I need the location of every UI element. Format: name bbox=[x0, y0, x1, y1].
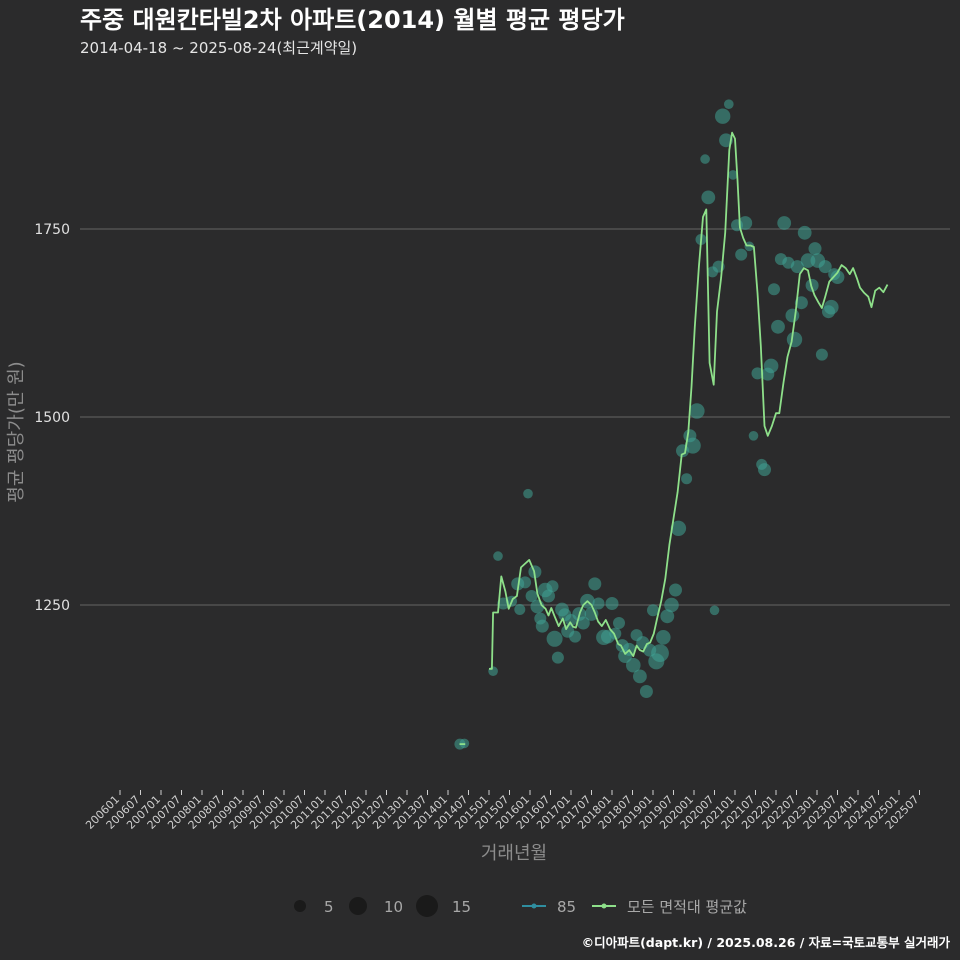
data-point-85-43 bbox=[639, 685, 653, 698]
legend-series-85-dot bbox=[531, 903, 537, 909]
data-point-85-33 bbox=[605, 597, 619, 610]
average-line-layer bbox=[459, 131, 889, 745]
data-point-85-97 bbox=[830, 270, 845, 284]
y-tick-label-1750: 1750 bbox=[34, 222, 70, 238]
data-point-85-50 bbox=[664, 597, 679, 613]
data-point-85-17 bbox=[546, 580, 559, 593]
data-point-85-28 bbox=[584, 607, 599, 621]
data-point-85-26 bbox=[576, 616, 590, 630]
average-line bbox=[489, 131, 889, 670]
data-point-85-86 bbox=[794, 296, 808, 310]
data-point-85-64 bbox=[715, 108, 731, 124]
data-point-85-85 bbox=[790, 260, 804, 274]
data-point-85-92 bbox=[815, 348, 828, 361]
data-point-85-81 bbox=[777, 216, 792, 230]
data-point-85-54 bbox=[681, 473, 693, 485]
data-point-85-69 bbox=[735, 248, 748, 261]
data-point-85-70 bbox=[738, 216, 753, 230]
legend-series-avg-dot bbox=[601, 903, 607, 909]
data-point-85-60 bbox=[701, 190, 716, 205]
data-point-85-72 bbox=[748, 431, 759, 441]
chart-title: 주중 대원칸타빌2차 아파트(2014) 월별 평균 평당가 bbox=[80, 6, 625, 34]
data-point-85-16 bbox=[542, 589, 555, 603]
legend-size-5-label: 5 bbox=[324, 898, 334, 916]
data-point-85-67 bbox=[728, 170, 738, 180]
legend-size-15-marker bbox=[416, 895, 438, 917]
chart-subtitle: 2014-04-18 ~ 2025-08-24(최근계약일) bbox=[80, 39, 357, 57]
data-point-85-39 bbox=[626, 657, 641, 673]
legend-series-avg-label: 모든 면적대 평균값 bbox=[627, 898, 747, 916]
data-point-85-47 bbox=[651, 644, 669, 662]
data-point-85-30 bbox=[592, 597, 605, 610]
x-axis-label: 거래년월 bbox=[481, 843, 547, 864]
data-point-85-41 bbox=[633, 669, 647, 684]
legend-size-10-marker bbox=[349, 897, 367, 915]
data-point-85-75 bbox=[758, 463, 771, 477]
data-point-85-2 bbox=[488, 666, 498, 676]
data-point-85-57 bbox=[689, 403, 705, 419]
data-point-85-24 bbox=[569, 630, 582, 643]
legend-size-5-marker bbox=[294, 900, 306, 912]
data-point-85-8 bbox=[519, 576, 532, 589]
data-point-85-84 bbox=[786, 331, 803, 348]
data-point-85-9 bbox=[523, 488, 533, 499]
legend-series-85-label: 85 bbox=[557, 898, 576, 916]
data-point-85-79 bbox=[771, 319, 785, 334]
data-point-85-62 bbox=[709, 605, 720, 616]
data-point-85-77 bbox=[763, 358, 779, 374]
data-point-85-3 bbox=[493, 551, 503, 561]
data-point-85-66 bbox=[724, 99, 734, 109]
data-point-85-56 bbox=[684, 437, 701, 454]
data-point-85-52 bbox=[670, 520, 687, 536]
legend-size-15-label: 15 bbox=[452, 898, 471, 916]
data-point-85-90 bbox=[808, 242, 822, 256]
data-point-85-78 bbox=[768, 283, 780, 296]
data-point-85-59 bbox=[700, 154, 710, 164]
data-point-85-7 bbox=[514, 604, 526, 615]
y-tick-label-1500: 1500 bbox=[34, 410, 70, 426]
data-point-85-73 bbox=[751, 367, 764, 380]
data-point-85-93 bbox=[818, 260, 832, 274]
data-point-85-18 bbox=[546, 630, 563, 647]
data-point-85-45 bbox=[647, 604, 659, 617]
data-point-85-19 bbox=[551, 651, 564, 664]
scatter-points-85 bbox=[454, 99, 845, 750]
y-axis-ticks: 1250 1500 1750 bbox=[34, 222, 70, 614]
data-point-85-89 bbox=[805, 278, 819, 292]
y-axis-label: 평균 평당가(만 원) bbox=[6, 361, 27, 502]
footer-credit: ©디아파트(dapt.kr) / 2025.08.26 / 자료=국토교통부 실… bbox=[582, 935, 951, 950]
data-point-85-87 bbox=[797, 225, 812, 240]
legend-size-10-label: 10 bbox=[384, 898, 403, 916]
data-point-85-35 bbox=[613, 617, 625, 629]
data-point-85-29 bbox=[588, 577, 602, 591]
data-point-85-14 bbox=[535, 619, 549, 633]
legend: 5 10 15 85 모든 면적대 평균값 bbox=[294, 895, 747, 917]
data-point-85-51 bbox=[669, 583, 682, 597]
y-tick-label-1250: 1250 bbox=[34, 598, 70, 614]
data-point-85-48 bbox=[656, 630, 671, 645]
data-point-85-83 bbox=[785, 308, 800, 323]
data-point-85-10 bbox=[525, 590, 538, 602]
data-point-85-95 bbox=[824, 299, 839, 315]
data-point-85-49 bbox=[660, 609, 675, 624]
